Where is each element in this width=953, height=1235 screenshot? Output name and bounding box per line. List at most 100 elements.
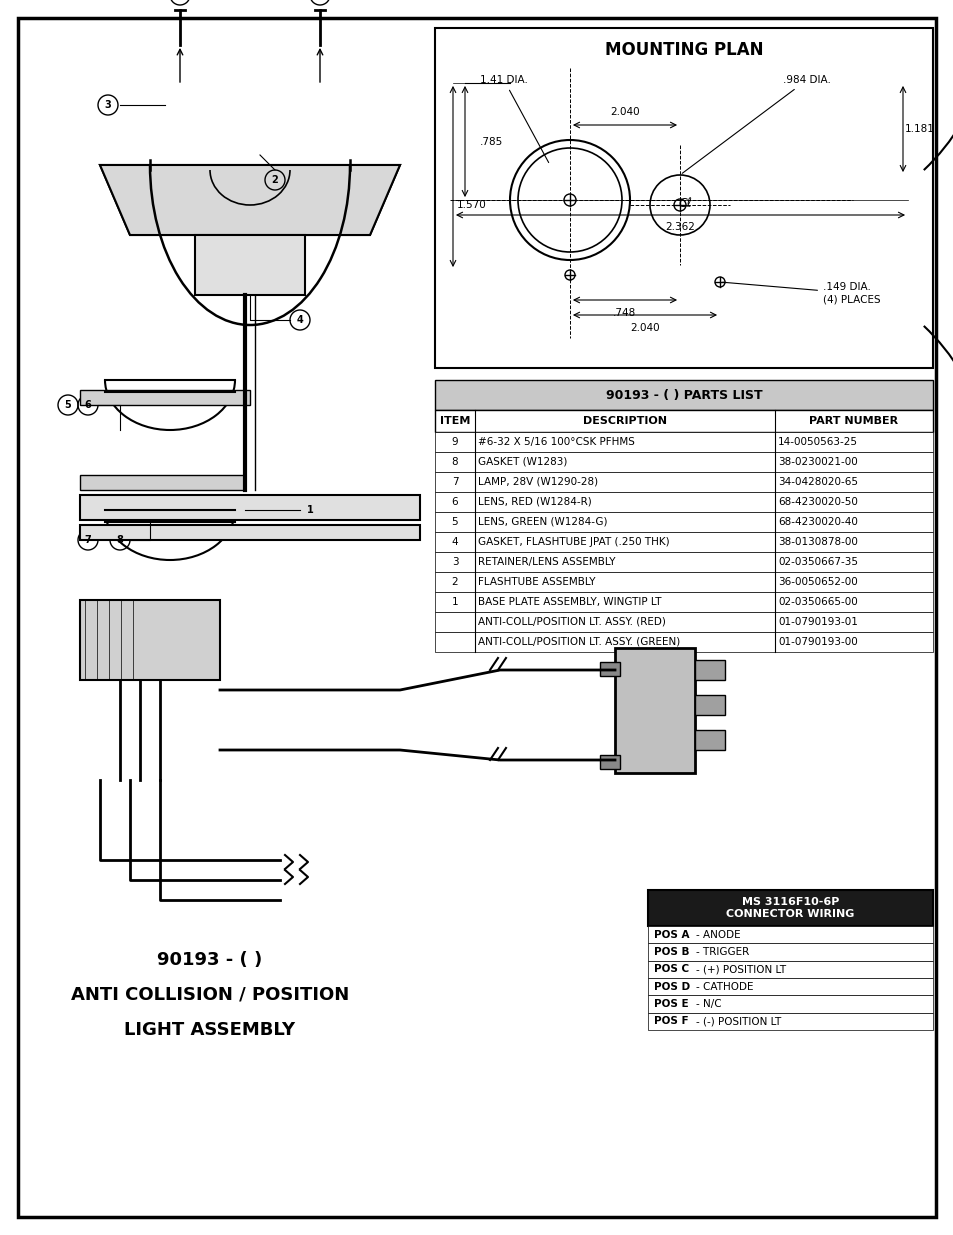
Text: 01-0790193-01: 01-0790193-01 bbox=[778, 618, 857, 627]
Text: 1: 1 bbox=[306, 505, 313, 515]
Text: 6: 6 bbox=[451, 496, 457, 508]
Bar bbox=[435, 513, 932, 532]
Text: 2: 2 bbox=[272, 175, 278, 185]
Text: RETAINER/LENS ASSEMBLY: RETAINER/LENS ASSEMBLY bbox=[477, 557, 615, 567]
Text: 02-0350665-00: 02-0350665-00 bbox=[778, 597, 857, 606]
Bar bbox=[647, 978, 932, 995]
Bar bbox=[647, 890, 932, 926]
Bar bbox=[435, 532, 932, 552]
Bar bbox=[615, 648, 695, 773]
Bar bbox=[435, 492, 932, 513]
Text: 1: 1 bbox=[451, 597, 457, 606]
Bar bbox=[435, 552, 932, 572]
Bar bbox=[80, 475, 245, 490]
Text: PART NUMBER: PART NUMBER bbox=[808, 416, 898, 426]
Text: 36-0050652-00: 36-0050652-00 bbox=[778, 577, 857, 587]
Text: - ANODE: - ANODE bbox=[696, 930, 740, 940]
Text: 38-0230021-00: 38-0230021-00 bbox=[778, 457, 857, 467]
Text: DESCRIPTION: DESCRIPTION bbox=[582, 416, 666, 426]
Text: ANTI COLLISION / POSITION: ANTI COLLISION / POSITION bbox=[71, 986, 349, 1004]
Text: #6-32 X 5/16 100°CSK PFHMS: #6-32 X 5/16 100°CSK PFHMS bbox=[477, 437, 634, 447]
Text: POS C: POS C bbox=[654, 965, 688, 974]
Text: POS E: POS E bbox=[654, 999, 688, 1009]
Text: 3: 3 bbox=[451, 557, 457, 567]
Text: POS A: POS A bbox=[654, 930, 689, 940]
Bar bbox=[435, 632, 932, 652]
Bar bbox=[695, 659, 724, 680]
Bar bbox=[80, 525, 419, 540]
Text: 5: 5 bbox=[65, 400, 71, 410]
Text: 7: 7 bbox=[85, 535, 91, 545]
Text: 2.040: 2.040 bbox=[630, 324, 659, 333]
Bar bbox=[435, 613, 932, 632]
Text: POS D: POS D bbox=[654, 982, 689, 992]
Text: POS B: POS B bbox=[654, 947, 689, 957]
Text: LENS, RED (W1284-R): LENS, RED (W1284-R) bbox=[477, 496, 591, 508]
Bar bbox=[435, 380, 932, 410]
Text: 9: 9 bbox=[451, 437, 457, 447]
Text: - TRIGGER: - TRIGGER bbox=[696, 947, 748, 957]
Text: LIGHT ASSEMBLY: LIGHT ASSEMBLY bbox=[124, 1021, 295, 1039]
Text: 7: 7 bbox=[451, 477, 457, 487]
Bar bbox=[80, 600, 220, 680]
Bar bbox=[435, 452, 932, 472]
Text: - N/C: - N/C bbox=[696, 999, 720, 1009]
Text: 8: 8 bbox=[451, 457, 457, 467]
Bar bbox=[435, 572, 932, 592]
Text: BASE PLATE ASSEMBLY, WINGTIP LT: BASE PLATE ASSEMBLY, WINGTIP LT bbox=[477, 597, 660, 606]
Text: - (+) POSITION LT: - (+) POSITION LT bbox=[696, 965, 785, 974]
Text: .785: .785 bbox=[479, 137, 503, 147]
Text: 2.362: 2.362 bbox=[665, 222, 695, 232]
Text: 68-4230020-40: 68-4230020-40 bbox=[778, 517, 857, 527]
Bar bbox=[647, 961, 932, 978]
Bar bbox=[695, 730, 724, 750]
Text: .984 DIA.: .984 DIA. bbox=[681, 75, 830, 173]
Text: MOUNTING PLAN: MOUNTING PLAN bbox=[604, 41, 762, 59]
Bar bbox=[599, 755, 619, 769]
Text: GASKET, FLASHTUBE JPAT (.250 THK): GASKET, FLASHTUBE JPAT (.250 THK) bbox=[477, 537, 669, 547]
Text: 4: 4 bbox=[451, 537, 457, 547]
Bar bbox=[647, 944, 932, 961]
Text: 3: 3 bbox=[105, 100, 112, 110]
Text: 6: 6 bbox=[85, 400, 91, 410]
Text: 2: 2 bbox=[451, 577, 457, 587]
Bar bbox=[80, 390, 250, 405]
Text: .748: .748 bbox=[613, 308, 636, 317]
Text: 14-0050563-25: 14-0050563-25 bbox=[778, 437, 857, 447]
Text: ANTI-COLL/POSITION LT. ASSY. (RED): ANTI-COLL/POSITION LT. ASSY. (RED) bbox=[477, 618, 665, 627]
Text: 2.040: 2.040 bbox=[610, 107, 639, 117]
Text: - CATHODE: - CATHODE bbox=[696, 982, 753, 992]
Polygon shape bbox=[100, 165, 399, 235]
Text: .149 DIA.
(4) PLACES: .149 DIA. (4) PLACES bbox=[722, 283, 880, 304]
Bar bbox=[194, 235, 305, 295]
Bar bbox=[647, 1013, 932, 1030]
Text: 1.181: 1.181 bbox=[904, 124, 934, 135]
Bar bbox=[435, 28, 932, 368]
Bar bbox=[695, 695, 724, 715]
Text: 8: 8 bbox=[116, 535, 123, 545]
Bar bbox=[599, 662, 619, 676]
Bar bbox=[647, 926, 932, 944]
Text: MS 3116F10-6P
CONNECTOR WIRING: MS 3116F10-6P CONNECTOR WIRING bbox=[725, 897, 854, 919]
Text: - (-) POSITION LT: - (-) POSITION LT bbox=[696, 1016, 781, 1026]
Text: ITEM: ITEM bbox=[439, 416, 470, 426]
Text: GASKET (W1283): GASKET (W1283) bbox=[477, 457, 567, 467]
Bar bbox=[435, 472, 932, 492]
Text: 1.41 DIA.: 1.41 DIA. bbox=[479, 75, 548, 163]
Bar bbox=[80, 495, 419, 520]
Text: 68-4230020-50: 68-4230020-50 bbox=[778, 496, 857, 508]
Text: LENS, GREEN (W1284-G): LENS, GREEN (W1284-G) bbox=[477, 517, 607, 527]
Bar bbox=[647, 995, 932, 1013]
Text: 90193 - ( ) PARTS LIST: 90193 - ( ) PARTS LIST bbox=[605, 389, 761, 401]
Text: 5: 5 bbox=[451, 517, 457, 527]
Bar bbox=[435, 432, 932, 452]
Text: ANTI-COLL/POSITION LT. ASSY. (GREEN): ANTI-COLL/POSITION LT. ASSY. (GREEN) bbox=[477, 637, 679, 647]
Bar bbox=[435, 592, 932, 613]
Text: 38-0130878-00: 38-0130878-00 bbox=[778, 537, 857, 547]
Text: 4: 4 bbox=[296, 315, 303, 325]
Text: Cℓ: Cℓ bbox=[678, 196, 691, 210]
Text: 02-0350667-35: 02-0350667-35 bbox=[778, 557, 857, 567]
Text: 34-0428020-65: 34-0428020-65 bbox=[778, 477, 857, 487]
Text: POS F: POS F bbox=[654, 1016, 688, 1026]
Text: FLASHTUBE ASSEMBLY: FLASHTUBE ASSEMBLY bbox=[477, 577, 595, 587]
